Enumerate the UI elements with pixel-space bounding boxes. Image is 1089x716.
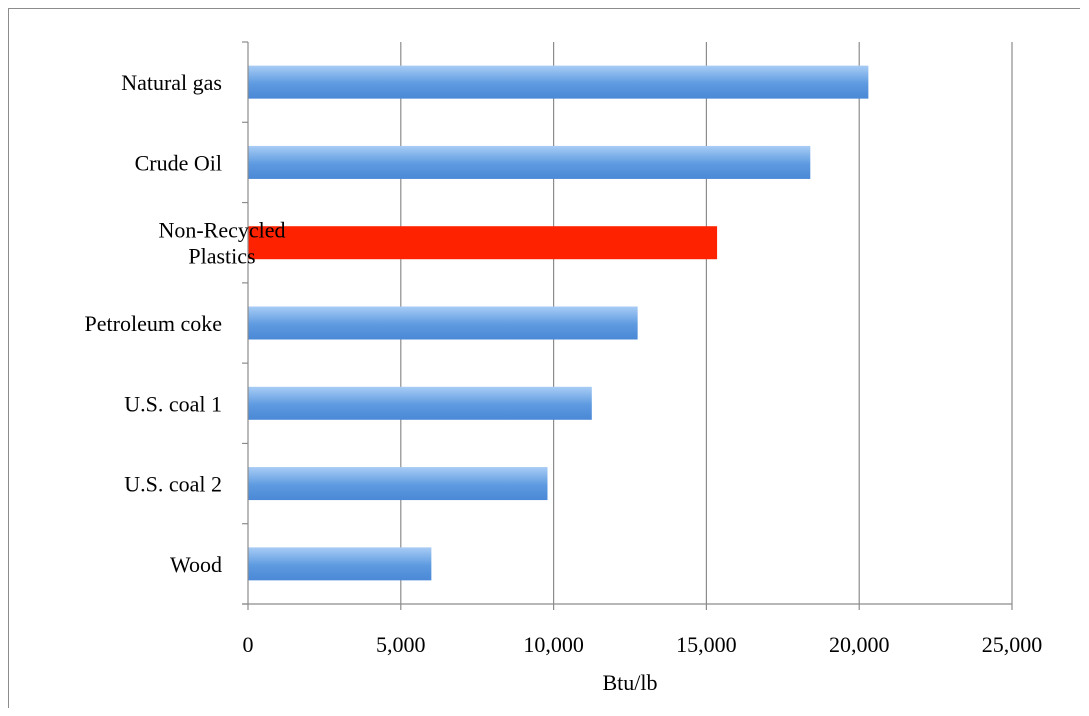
category-label: Crude Oil — [135, 150, 222, 175]
bar — [248, 467, 548, 501]
bars — [248, 65, 869, 581]
category-label: U.S. coal 2 — [124, 472, 222, 497]
bar — [248, 65, 869, 99]
x-axis-title: Btu/lb — [602, 670, 657, 695]
category-label: Petroleum coke — [85, 311, 222, 336]
bar — [248, 226, 718, 260]
axes — [242, 41, 1013, 610]
bar — [248, 306, 638, 340]
bar — [248, 386, 592, 420]
x-tick-label: 5,000 — [376, 632, 426, 657]
bar — [248, 145, 811, 179]
x-tick-label: 20,000 — [829, 632, 890, 657]
labels: Natural gas Crude Oil Non-RecycledPlastics… — [85, 70, 1043, 657]
bar — [248, 547, 432, 581]
category-label: Wood — [170, 552, 222, 577]
category-label: Plastics — [188, 244, 255, 269]
x-tick-label: 10,000 — [523, 632, 584, 657]
category-label: Non-Recycled — [158, 218, 285, 243]
x-tick-label: 25,000 — [982, 632, 1043, 657]
x-tick-label: 15,000 — [676, 632, 737, 657]
chart-frame — [8, 8, 1080, 708]
category-label: Natural gas — [121, 70, 222, 95]
x-tick-label: 0 — [243, 632, 254, 657]
category-label: U.S. coal 1 — [124, 391, 222, 416]
